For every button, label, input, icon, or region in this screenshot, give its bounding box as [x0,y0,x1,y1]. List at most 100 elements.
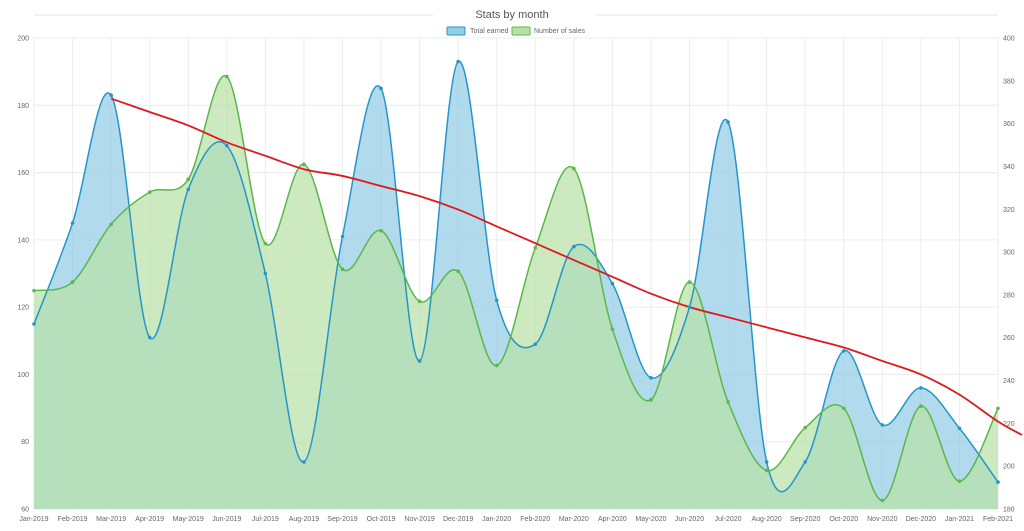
x-tick-label-feb-2021: Feb-2021 [983,516,1013,523]
point-total-earned-mar-2020[interactable] [572,244,576,249]
x-tick-label-sep-2019: Sep-2019 [327,516,357,523]
point-number-of-sales-aug-2020[interactable] [764,468,769,473]
area-layer [34,61,998,509]
x-tick-label-jan-2021: Jan-2021 [945,516,974,523]
point-total-earned-feb-2020[interactable] [533,342,538,346]
point-total-earned-jan-2019[interactable] [32,322,36,326]
legend-label-total-earned[interactable]: Total earned [470,28,509,35]
point-total-earned-jun-2019[interactable] [225,143,229,148]
x-tick-label-feb-2019: Feb-2019 [58,516,88,523]
point-number-of-sales-sep-2020[interactable] [803,425,807,430]
x-tick-label-feb-2020: Feb-2020 [520,516,550,523]
y-left-tick-label: 160 [17,170,29,177]
y-right-tick-label: 360 [1003,121,1015,128]
point-total-earned-sep-2020[interactable] [803,460,807,464]
chart-title: Stats by month [475,9,548,21]
x-tick-label-jun-2019: Jun-2019 [212,516,241,523]
y-right-tick-label: 380 [1003,78,1015,85]
y-left-tick-label: 180 [17,103,29,110]
point-total-earned-oct-2019[interactable] [379,86,383,91]
point-number-of-sales-may-2019[interactable] [186,177,191,182]
y-right-tick-label: 340 [1003,164,1015,171]
point-number-of-sales-jan-2021[interactable] [957,479,962,483]
line-total-earned [34,60,998,493]
y-right-tick-label: 300 [1003,250,1015,257]
point-number-of-sales-feb-2021[interactable] [996,406,1000,411]
point-total-earned-jul-2020[interactable] [726,120,730,124]
trend-line [110,97,1023,436]
point-total-earned-jan-2020[interactable] [494,298,499,303]
y-right-tick-label: 260 [1003,335,1015,342]
x-tick-label-dec-2019: Dec-2019 [443,516,473,523]
y-left-tick-label: 60 [21,507,29,514]
point-total-earned-apr-2019[interactable] [147,335,152,340]
point-number-of-sales-dec-2019[interactable] [456,269,460,274]
point-number-of-sales-jan-2020[interactable] [494,363,499,368]
x-tick-label-dec-2020: Dec-2020 [906,516,936,523]
point-number-of-sales-feb-2020[interactable] [533,246,538,250]
x-tick-label-jan-2019: Jan-2019 [19,516,48,523]
point-total-earned-dec-2019[interactable] [456,59,460,64]
point-number-of-sales-nov-2019[interactable] [417,299,422,304]
y-right-tick-label: 320 [1003,207,1015,214]
y-right-tick-label: 180 [1003,507,1015,514]
point-number-of-sales-jun-2020[interactable] [687,280,692,284]
legend-swatch-number-of-sales[interactable] [511,26,531,36]
y-left-tick-label: 100 [17,372,29,379]
point-number-of-sales-dec-2020[interactable] [919,404,923,409]
point-number-of-sales-jul-2020[interactable] [726,400,730,404]
point-total-earned-nov-2019[interactable] [417,359,422,363]
x-tick-label-aug-2020: Aug-2020 [751,516,781,523]
x-tick-label-apr-2019: Apr-2019 [135,516,164,523]
x-tick-label-oct-2020: Oct-2020 [829,516,858,523]
chart-legend[interactable]: Total earned Number of sales [446,26,585,36]
y-left-tick-label: 80 [21,439,29,446]
point-number-of-sales-aug-2019[interactable] [302,162,306,167]
point-number-of-sales-oct-2020[interactable] [841,406,846,411]
point-number-of-sales-feb-2019[interactable] [70,280,75,284]
x-tick-label-apr-2020: Apr-2020 [598,516,627,523]
point-total-earned-sep-2019[interactable] [340,234,345,239]
y-right-tick-label: 220 [1003,421,1015,428]
x-tick-label-jun-2020: Jun-2020 [675,516,704,523]
point-total-earned-aug-2020[interactable] [764,460,769,464]
point-number-of-sales-apr-2019[interactable] [147,190,152,194]
point-number-of-sales-oct-2019[interactable] [379,228,383,233]
y-left-tick-label: 200 [17,36,29,43]
legend-swatch-total-earned[interactable] [446,26,466,36]
point-total-earned-jul-2019[interactable] [263,271,268,276]
y-left-tick-label: 120 [17,305,29,312]
point-number-of-sales-may-2020[interactable] [649,398,653,402]
point-number-of-sales-mar-2020[interactable] [572,166,576,171]
point-total-earned-may-2019[interactable] [186,187,191,192]
point-total-earned-feb-2019[interactable] [70,221,75,225]
point-total-earned-dec-2020[interactable] [919,386,923,390]
point-number-of-sales-nov-2020[interactable] [880,498,885,503]
point-total-earned-mar-2019[interactable] [109,93,113,97]
x-tick-label-nov-2020: Nov-2020 [867,516,897,523]
point-number-of-sales-sep-2019[interactable] [340,267,345,272]
point-total-earned-nov-2020[interactable] [880,423,885,427]
legend-label-number-of-sales[interactable]: Number of sales [534,28,585,35]
point-total-earned-feb-2021[interactable] [996,480,1000,484]
point-number-of-sales-apr-2020[interactable] [610,327,615,331]
point-number-of-sales-jun-2019[interactable] [225,74,229,79]
x-tick-label-oct-2019: Oct-2019 [367,516,396,523]
point-total-earned-jun-2020[interactable] [687,305,692,309]
axis-layer: 60 80 100 120 140 160 180 200 180 200 220 240 260 280… [17,36,1014,524]
point-total-earned-apr-2020[interactable] [610,281,615,286]
point-total-earned-oct-2020[interactable] [841,349,846,353]
trend-layer [110,97,1023,436]
x-tick-label-sep-2020: Sep-2020 [790,516,820,523]
area-number-of-sales [34,75,998,509]
x-tick-label-jul-2019: Jul-2019 [252,516,279,523]
point-number-of-sales-jul-2019[interactable] [263,241,268,246]
point-total-earned-aug-2019[interactable] [302,460,306,464]
y-right-tick-label: 200 [1003,464,1015,471]
point-number-of-sales-mar-2019[interactable] [109,222,113,227]
point-total-earned-jan-2021[interactable] [957,426,962,431]
point-number-of-sales-jan-2019[interactable] [32,288,36,293]
point-total-earned-may-2020[interactable] [649,375,653,380]
